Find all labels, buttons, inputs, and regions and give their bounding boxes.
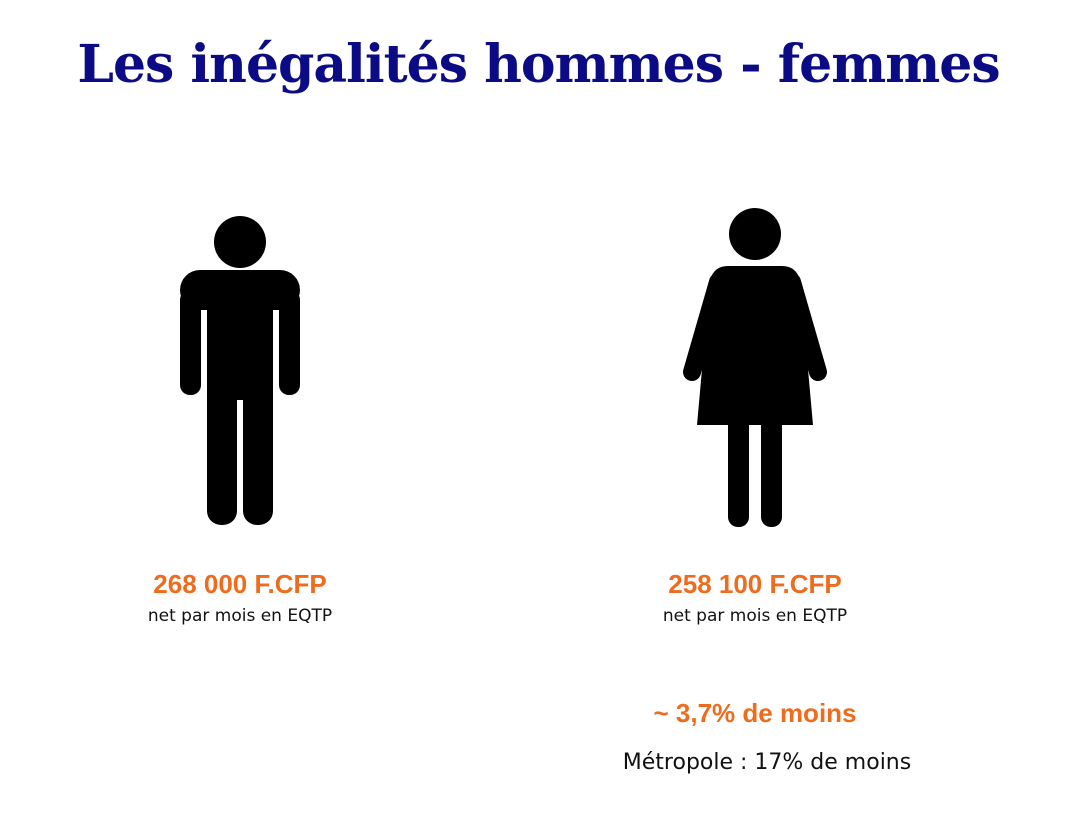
women-amount: 258 100 F.CFP (668, 569, 842, 599)
women-caption: net par mois en EQTP (662, 606, 848, 626)
difference: ~ 3,7% de moins (653, 698, 857, 728)
men-caption: net par mois en EQTP (147, 606, 333, 626)
man-icon (180, 216, 300, 525)
title: Les inégalités hommes - femmes (77, 34, 1000, 95)
woman-icon (683, 208, 827, 527)
metropole-note: Métropole : 17% de moins (622, 750, 912, 775)
men-amount: 268 000 F.CFP (153, 569, 327, 599)
